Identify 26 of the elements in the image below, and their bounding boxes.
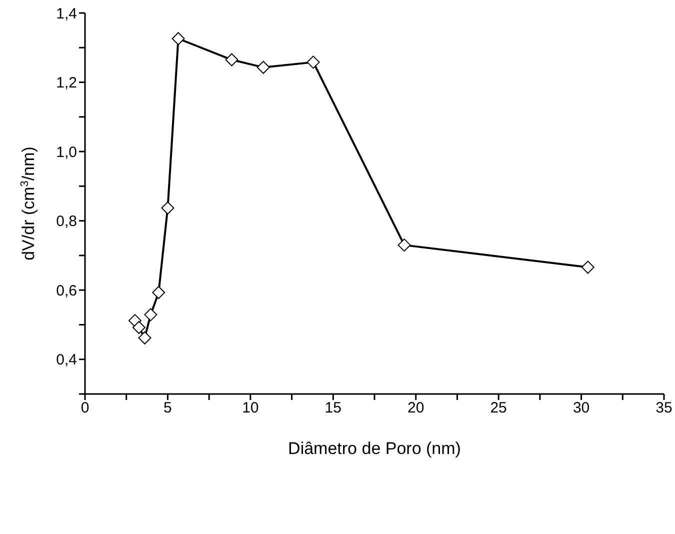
- x-tick-label: 10: [242, 400, 259, 417]
- point: [161, 202, 174, 215]
- point: [306, 56, 320, 69]
- x-tick-label: 35: [656, 400, 672, 417]
- point: [172, 32, 185, 46]
- y-tick-label: 1,0: [56, 144, 77, 161]
- y-tick-label: 1,2: [56, 74, 77, 92]
- x-tick-label: 30: [572, 400, 590, 417]
- point: [581, 260, 594, 274]
- x-tick-label: 15: [324, 400, 342, 417]
- y-tick-label: 0,6: [56, 282, 77, 300]
- x-tick-label: 0: [80, 400, 90, 417]
- y-tick-label: 0,4: [56, 352, 77, 369]
- x-tick-label: 25: [490, 400, 507, 417]
- point: [152, 286, 166, 300]
- point: [138, 331, 152, 344]
- x-axis-title: Diâmetro de Poro (nm): [288, 439, 461, 458]
- point: [256, 60, 270, 74]
- point: [144, 308, 158, 322]
- point: [225, 53, 238, 66]
- x-tick-label: 5: [164, 400, 172, 417]
- point: [132, 321, 146, 334]
- y-tick-label: 0,8: [56, 213, 77, 230]
- x-tick-label: 20: [408, 400, 424, 417]
- point: [398, 238, 411, 252]
- y-tick-label: 1,4: [56, 5, 77, 22]
